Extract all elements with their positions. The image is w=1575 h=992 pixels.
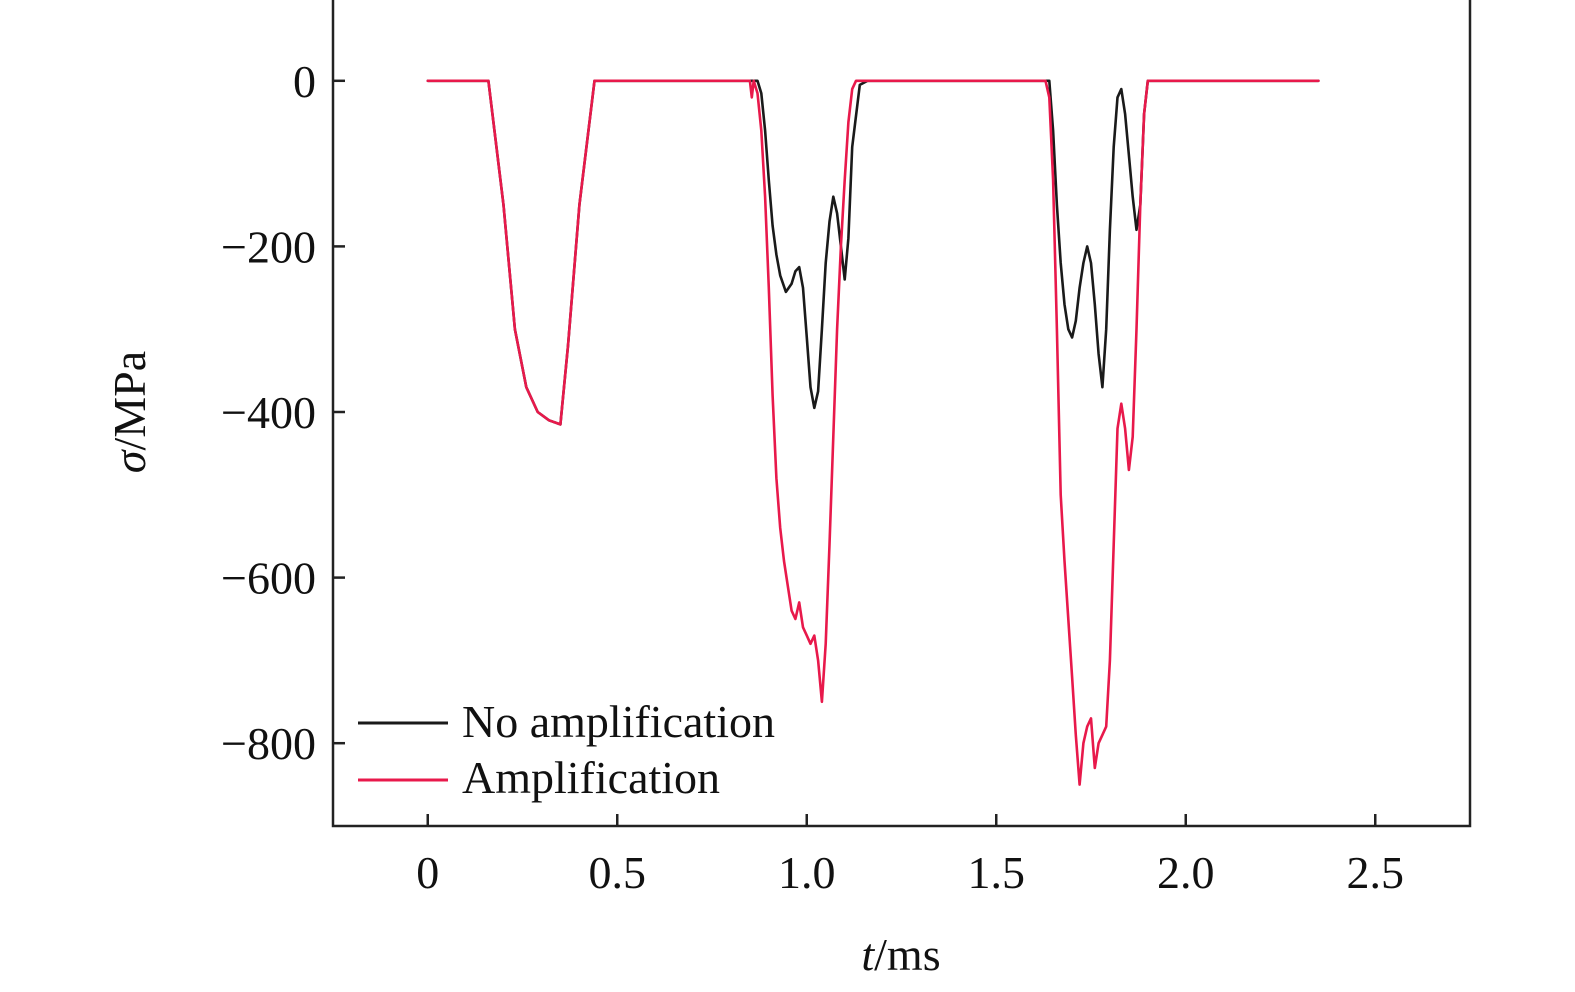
x-tick-label: 1.0 (778, 847, 836, 898)
y-tick-label: −800 (221, 718, 316, 769)
x-axis-symbol: t (861, 929, 875, 980)
y-tick-label: −200 (221, 221, 316, 272)
x-tick-label: 1.5 (968, 847, 1026, 898)
legend-label-amplification: Amplification (462, 752, 720, 803)
x-tick-label: 2.0 (1157, 847, 1215, 898)
legend: No amplification Amplification (358, 696, 775, 803)
series-layer (426, 79, 1320, 786)
x-tick-label: 0 (416, 847, 439, 898)
x-axis-label: t/ms (861, 929, 940, 980)
y-axis-symbol: σ (104, 448, 155, 473)
x-axis-unit: /ms (874, 929, 940, 980)
y-tick-label: −600 (221, 553, 316, 604)
y-axis-unit: /MPa (104, 351, 155, 451)
y-tick-label: −400 (221, 387, 316, 438)
y-axis-ticks: 0 −200 −400 −600 −800 (221, 56, 345, 769)
x-tick-label: 2.5 (1347, 847, 1405, 898)
x-axis-ticks: 0 0.5 1.0 1.5 2.0 2.5 (416, 814, 1404, 898)
series-line-no-amplification (426, 79, 1320, 426)
series-line-amplification (426, 79, 1320, 786)
legend-label-no-amplification: No amplification (462, 696, 775, 747)
y-tick-label: 0 (293, 56, 316, 107)
x-tick-label: 0.5 (589, 847, 647, 898)
y-axis-label: σ/MPa (104, 351, 155, 473)
